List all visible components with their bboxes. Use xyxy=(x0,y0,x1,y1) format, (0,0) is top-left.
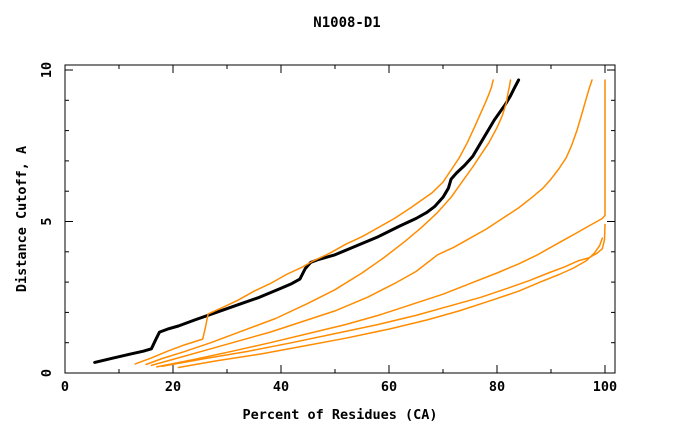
orange-curve-5 xyxy=(161,223,606,368)
chart-title: N1008-D1 xyxy=(313,15,380,31)
y-tick-label: 10 xyxy=(39,62,55,78)
orange-curve-6 xyxy=(177,237,604,369)
axis-ticks xyxy=(64,65,615,374)
x-tick-label: 20 xyxy=(165,379,181,395)
x-axis-title: Percent of Residues (CA) xyxy=(242,407,437,423)
orange-curve-1 xyxy=(134,79,494,365)
x-tick-label: 0 xyxy=(61,379,69,395)
axis-tick-labels: 0 20 40 60 80 100 0 5 10 xyxy=(39,62,617,395)
x-tick-label: 100 xyxy=(593,379,617,395)
y-axis-title: Distance Cutoff, A xyxy=(14,146,30,292)
x-tick-label: 60 xyxy=(381,379,397,395)
black-curve xyxy=(93,78,521,364)
x-tick-label: 80 xyxy=(489,379,505,395)
orange-curve-3 xyxy=(150,79,593,367)
y-tick-label: 0 xyxy=(39,369,55,377)
plot-frame xyxy=(64,64,616,374)
orange-curve-4 xyxy=(156,79,606,368)
orange-curve-2 xyxy=(145,79,512,366)
x-tick-label: 40 xyxy=(273,379,289,395)
data-series xyxy=(93,78,606,369)
y-tick-label: 5 xyxy=(39,217,55,225)
